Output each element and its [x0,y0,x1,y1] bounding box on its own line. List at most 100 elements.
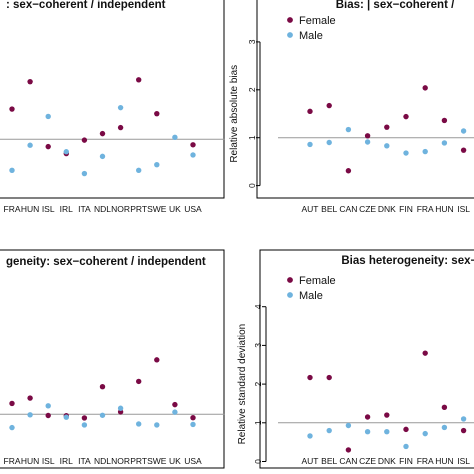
male-point [136,421,142,427]
male-point [345,126,352,133]
x-tick-label: BEL [321,204,337,214]
female-point [81,137,88,143]
female-point [99,130,106,137]
male-point [364,139,371,145]
chart-panel-br: Bias heterogeneity: sex−co 0 1 2 3 4 Relative … [237,249,474,469]
female-point [190,414,196,421]
female-point [460,427,467,434]
female-point [384,412,390,418]
x-tick-label: ISL [457,456,470,466]
female-point [326,102,332,109]
chart-panel-tl: : sex−coherent / independent FRA HUN ISL IRL… [0,0,225,214]
x-tick-label: DNK [378,204,396,214]
chart-title: geneity: sex−coherent / independent [6,256,206,268]
y-tick-label: 1 [247,135,257,140]
x-tick-label: NDL [94,204,111,214]
male-point [45,403,51,409]
male-point [154,162,160,168]
plot-frame [259,249,474,469]
female-point [307,374,313,381]
male-point [403,150,409,156]
male-point [326,139,332,146]
female-point [345,168,352,174]
data-points [9,77,196,177]
x-tick-label: PRT [130,204,147,214]
male-point [190,421,196,428]
male-point [403,443,409,450]
x-tick-label: UK [169,456,181,466]
chart-title: Bias heterogeneity: sex−co [341,255,474,267]
female-point [117,124,124,131]
plot-frame [0,249,225,469]
x-tick-label: AUT [302,456,319,466]
male-point [27,412,33,418]
x-tick-label: HUN [21,456,39,466]
male-point [81,422,88,428]
female-point [307,108,313,115]
x-tick-label: ISL [42,204,55,214]
male-point [117,405,124,411]
male-point [326,427,332,434]
plot-frame [0,0,225,199]
legend-male-label: Male [299,30,323,42]
legend-female-marker [287,17,293,23]
y-tick-label: 3 [253,343,263,348]
male-point [441,424,448,431]
chart-panel-bl: geneity: sex−coherent / independent FRA HU… [0,249,225,469]
male-point [99,412,106,418]
x-tick-label: FRA [4,456,21,466]
x-tick-label: ITA [78,204,91,214]
y-axis-label: Relative standard deviation [237,324,248,445]
male-point [172,134,178,141]
x-tick-label: CAN [339,456,357,466]
plot-frame [256,0,474,199]
x-tick-label: PRT [130,456,147,466]
male-point [81,170,88,177]
y-tick-label: 2 [253,381,263,386]
x-tick-label: HUN [21,204,39,214]
female-point [460,147,467,153]
female-point [345,447,352,453]
y-tick-label: 4 [253,304,263,309]
x-tick-label: HUN [435,204,453,214]
data-points [9,357,196,431]
x-tick-label: CZE [359,204,376,214]
male-point [172,409,178,415]
x-tick-label: UK [169,204,181,214]
male-point [63,414,69,420]
x-tick-label: NOR [111,204,130,214]
y-tick-label: 0 [253,459,263,464]
female-point [403,113,409,120]
male-point [9,424,15,431]
male-point [307,141,313,148]
x-tick-label: CAN [339,204,357,214]
legend-female-marker [287,277,293,283]
male-point [45,113,51,120]
female-point [190,142,196,148]
female-point [172,401,178,408]
legend-male-label: Male [299,290,323,302]
male-point [117,104,124,111]
female-point [441,404,448,411]
chart-title: : sex−coherent / independent [6,0,166,11]
female-point [441,117,448,124]
x-tick-label: ISL [457,204,470,214]
male-point [99,153,106,160]
female-point [81,415,88,421]
legend-female-label: Female [299,15,336,27]
female-point [154,110,160,117]
data-points [307,350,467,453]
x-tick-label: IRL [60,456,74,466]
male-point [27,142,33,148]
x-tick-label: NDL [94,456,111,466]
x-tick-label: AUT [302,204,319,214]
male-point [154,422,160,428]
female-point [9,400,15,407]
y-tick-label: 1 [253,420,263,425]
female-point [384,124,390,130]
x-tick-label: ITA [78,456,91,466]
data-points [307,85,467,174]
male-point [460,128,467,134]
x-tick-label: FRA [417,204,434,214]
